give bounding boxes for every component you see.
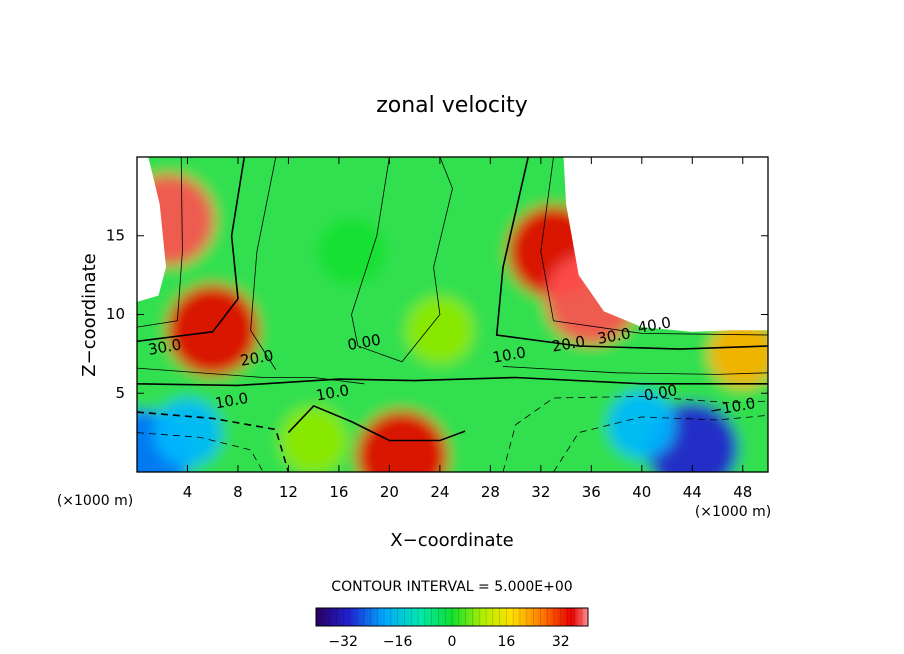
contour-label: 0.00 <box>643 381 679 405</box>
blank-region-upper-right <box>563 157 768 332</box>
contour-label: 20.0 <box>239 346 275 370</box>
colorbar-tick-label: 32 <box>552 634 570 650</box>
chart-title: zonal velocity <box>376 93 528 118</box>
x-axis-label: X−coordinate <box>390 530 513 551</box>
contour-line <box>540 157 768 336</box>
colorbar-tick-label: 0 <box>448 634 457 650</box>
colorbar-stripes <box>322 608 582 626</box>
x-tick-label: 24 <box>430 483 449 501</box>
y-tick-label: 15 <box>106 226 125 244</box>
contour-line <box>250 157 277 370</box>
x-tick-label: 28 <box>481 483 500 501</box>
x-tick-label: 40 <box>632 483 651 501</box>
x-tick-label: 20 <box>380 483 399 501</box>
x-tick-label: 32 <box>531 483 550 501</box>
contour-label: 10.0 <box>315 381 351 405</box>
z-unit-label: (×1000 m) <box>57 493 133 509</box>
x-tick-label: 36 <box>582 483 601 501</box>
y-tick-label: 10 <box>106 305 125 323</box>
field-feature <box>607 390 676 459</box>
y-tick-label: 5 <box>115 384 125 402</box>
y-axis-ticks: 5 10 15 <box>106 226 768 402</box>
colorbar <box>315 607 589 627</box>
contour-line <box>137 367 365 385</box>
field-feature <box>166 284 259 377</box>
contour-line <box>495 157 768 350</box>
contour-line <box>351 157 453 363</box>
contour-label: 40.0 <box>636 313 672 337</box>
contour-label: 0.00 <box>346 331 382 355</box>
contour-line <box>287 404 466 442</box>
contour-interval-text: CONTOUR INTERVAL = 5.000E+00 <box>331 579 572 595</box>
contour-line <box>137 432 264 472</box>
x-tick-label: 48 <box>733 483 752 501</box>
contour-label: 10.0 <box>214 389 250 413</box>
blank-region-upper-left <box>137 157 167 302</box>
x-axis-ticks: 4 8 12 16 20 24 28 32 36 40 44 48 <box>183 157 752 501</box>
x-tick-label: 8 <box>233 483 243 501</box>
x-tick-label: 4 <box>183 483 193 501</box>
colorbar-tick-label: −16 <box>383 634 413 650</box>
contour-label: 20.0 <box>551 332 587 356</box>
x-unit-label: (×1000 m) <box>695 504 771 520</box>
colorbar-tick-label: −32 <box>328 634 358 650</box>
field-feature <box>708 319 768 388</box>
field-feature <box>317 217 386 286</box>
contour-line <box>137 411 290 472</box>
contour-line <box>553 414 768 472</box>
contour-label: 30.0 <box>596 324 632 348</box>
field-feature <box>153 398 222 467</box>
x-tick-label: 16 <box>329 483 348 501</box>
contour-line <box>502 366 768 375</box>
contour-line <box>137 157 246 343</box>
field-feature <box>279 406 348 472</box>
x-tick-label: 12 <box>279 483 298 501</box>
x-tick-label: 44 <box>683 483 702 501</box>
colorbar-ticks: −32 −16 0 16 32 <box>328 634 569 650</box>
contour-line <box>502 395 768 472</box>
contour-label: 30.0 <box>147 335 183 359</box>
contour-label: 10.0 <box>491 343 527 367</box>
colorbar-tick-label: 16 <box>497 634 515 650</box>
y-axis-label: Z−coordinate <box>79 253 100 376</box>
contour-line <box>137 376 768 387</box>
contour-line <box>137 157 183 328</box>
field-feature <box>405 296 474 365</box>
plot-area <box>137 157 768 472</box>
